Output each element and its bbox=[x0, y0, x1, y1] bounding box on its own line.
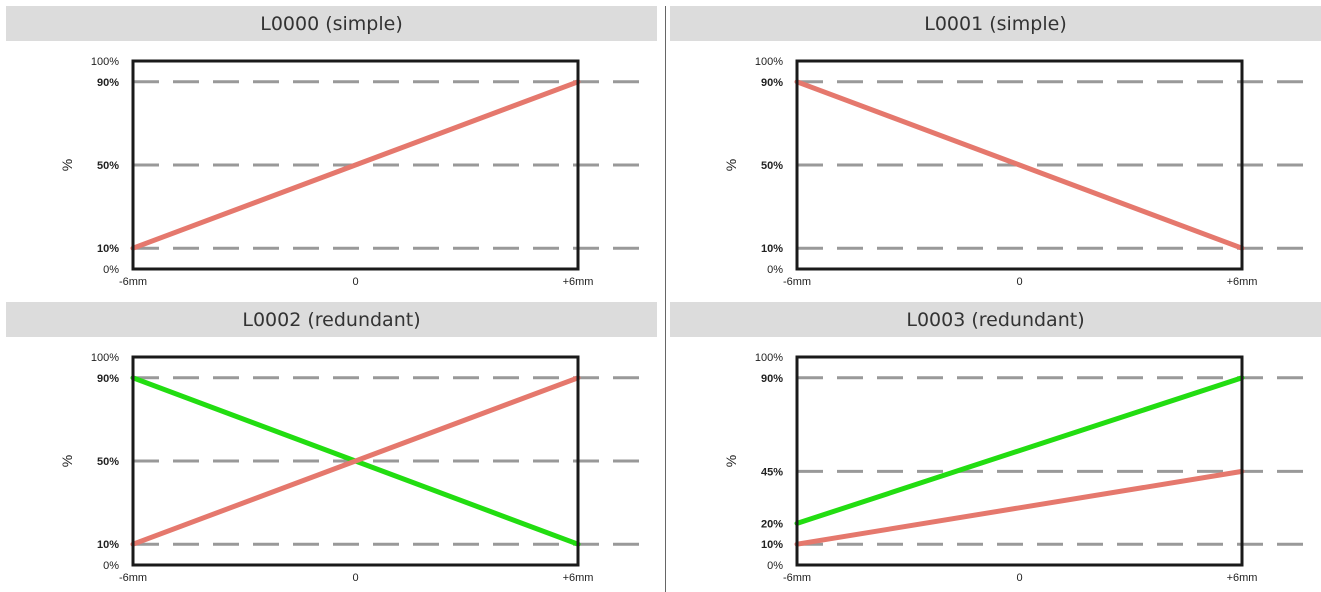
y-tick-label: 0% bbox=[767, 264, 783, 276]
y-tick-label: 0% bbox=[767, 560, 783, 572]
y-tick-label: 45% bbox=[761, 466, 783, 478]
y-tick-label: 10% bbox=[761, 539, 783, 551]
plot-frame bbox=[131, 59, 580, 271]
y-tick-label: 10% bbox=[97, 539, 119, 551]
series-line bbox=[794, 79, 1245, 251]
panel-divider bbox=[665, 6, 666, 592]
chart-plot: 100% 90% 50% 10% 0%-6mm 0 +6mm% bbox=[59, 56, 648, 288]
y-tick-label: 0% bbox=[103, 560, 119, 572]
series-line bbox=[794, 468, 1245, 547]
y-tick-label: 50% bbox=[97, 456, 119, 468]
x-tick-label: -6mm bbox=[783, 572, 811, 584]
chart-plot: 100% 90% 50% 10% 0%-6mm 0 +6mm% bbox=[59, 352, 648, 584]
y-tick-label: 50% bbox=[97, 160, 119, 172]
chart-title: L0002 (redundant) bbox=[6, 302, 657, 337]
series-line bbox=[130, 79, 581, 251]
y-tick-label: 100% bbox=[91, 352, 119, 364]
y-tick-label: 90% bbox=[761, 77, 783, 89]
x-tick-label: -6mm bbox=[119, 572, 147, 584]
y-axis-label: % bbox=[59, 455, 75, 467]
y-axis-label: % bbox=[723, 159, 739, 171]
chart-title: L0001 (simple) bbox=[670, 6, 1321, 41]
chart-panel-l0001: L0001 (simple) 100% 90% 50% 10% 0% -6mm 0 +6mm% bbox=[664, 0, 1321, 296]
x-tick-label: 0 bbox=[1016, 572, 1022, 584]
y-tick-label: 20% bbox=[761, 518, 783, 530]
y-axis-label: % bbox=[723, 455, 739, 467]
chart-title: L0000 (simple) bbox=[6, 6, 657, 41]
y-tick-label: 90% bbox=[761, 373, 783, 385]
chart-panel-l0000: L0000 (simple) 100% 90% 50% 10% 0% -6mm 0 +6mm% bbox=[0, 0, 657, 296]
y-tick-label: 50% bbox=[761, 160, 783, 172]
plot-frame bbox=[795, 59, 1244, 271]
x-tick-label: 0 bbox=[352, 276, 358, 288]
y-tick-label: 100% bbox=[91, 56, 119, 68]
y-axis-label: % bbox=[59, 159, 75, 171]
x-tick-label: -6mm bbox=[783, 276, 811, 288]
chart-plot: 100% 90% 50% 10% 0%-6mm 0 +6mm% bbox=[723, 56, 1312, 288]
x-tick-label: +6mm bbox=[563, 276, 594, 288]
x-tick-label: -6mm bbox=[119, 276, 147, 288]
chart-title: L0003 (redundant) bbox=[670, 302, 1321, 337]
y-tick-label: 100% bbox=[755, 56, 783, 68]
y-tick-label: 100% bbox=[755, 352, 783, 364]
plot-frame bbox=[795, 355, 1244, 567]
plot-frame bbox=[131, 355, 580, 567]
y-tick-label: 90% bbox=[97, 373, 119, 385]
y-tick-label: 90% bbox=[97, 77, 119, 89]
chart-panel-l0003: L0003 (redundant) 100% 90% 45% 20% 10% 0% -6mm… bbox=[664, 296, 1321, 592]
series-line bbox=[794, 375, 1245, 526]
series-line bbox=[130, 375, 581, 547]
y-tick-label: 0% bbox=[103, 264, 119, 276]
x-tick-label: 0 bbox=[1016, 276, 1022, 288]
x-tick-label: +6mm bbox=[1227, 572, 1258, 584]
x-tick-label: 0 bbox=[352, 572, 358, 584]
x-tick-label: +6mm bbox=[563, 572, 594, 584]
chart-panel-l0002: L0002 (redundant) 100% 90% 50% 10% 0% -6mm 0 +6… bbox=[0, 296, 657, 592]
x-tick-label: +6mm bbox=[1227, 276, 1258, 288]
y-tick-label: 10% bbox=[761, 243, 783, 255]
y-tick-label: 10% bbox=[97, 243, 119, 255]
chart-plot: 100% 90% 45% 20% 10% 0%-6mm 0 +6mm% bbox=[723, 352, 1312, 584]
